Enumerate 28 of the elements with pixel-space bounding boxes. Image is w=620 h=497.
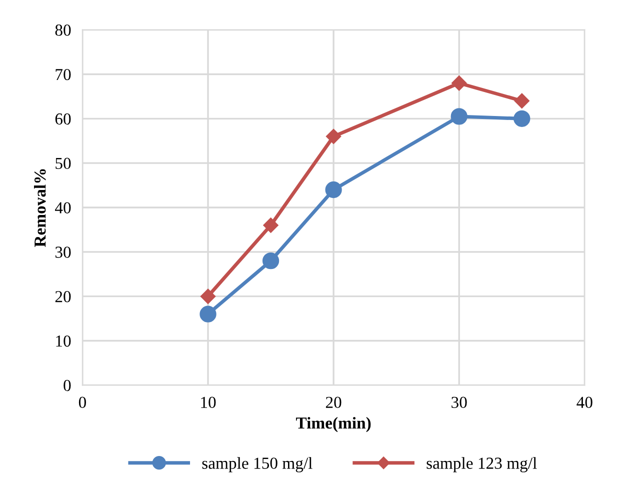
y-tick-label: 10 bbox=[56, 335, 71, 347]
point bbox=[326, 128, 342, 144]
y-tick-label: 50 bbox=[56, 158, 71, 170]
y-tick-label: 40 bbox=[55, 202, 71, 214]
y-tick-label: 0 bbox=[64, 380, 71, 392]
x-tick-label: 20 bbox=[326, 396, 342, 408]
point bbox=[514, 110, 530, 127]
y-tick-label: 30 bbox=[55, 246, 71, 258]
legend-label: sample 150 mg/l bbox=[202, 457, 312, 472]
point bbox=[200, 306, 216, 322]
x-axis-title: Time(min) bbox=[296, 416, 371, 432]
point bbox=[450, 108, 468, 125]
y-tick-label: 20 bbox=[55, 291, 71, 302]
point bbox=[262, 252, 280, 270]
y-tick-label: 60 bbox=[55, 113, 71, 125]
x-tick-label: 10 bbox=[201, 396, 216, 408]
legend-label: sample 123 mg/l bbox=[426, 457, 537, 472]
point bbox=[200, 288, 216, 304]
x-tick-label: 30 bbox=[452, 396, 467, 408]
x-tick-label: 0 bbox=[78, 396, 86, 408]
point bbox=[263, 218, 278, 233]
y-tick-label: 80 bbox=[55, 24, 71, 36]
point bbox=[452, 76, 467, 91]
y-tick-label: 70 bbox=[56, 68, 71, 80]
x-tick-label: 40 bbox=[576, 396, 592, 408]
point bbox=[514, 93, 530, 108]
y-axis-title: Removal% bbox=[34, 169, 46, 248]
point bbox=[325, 181, 342, 198]
